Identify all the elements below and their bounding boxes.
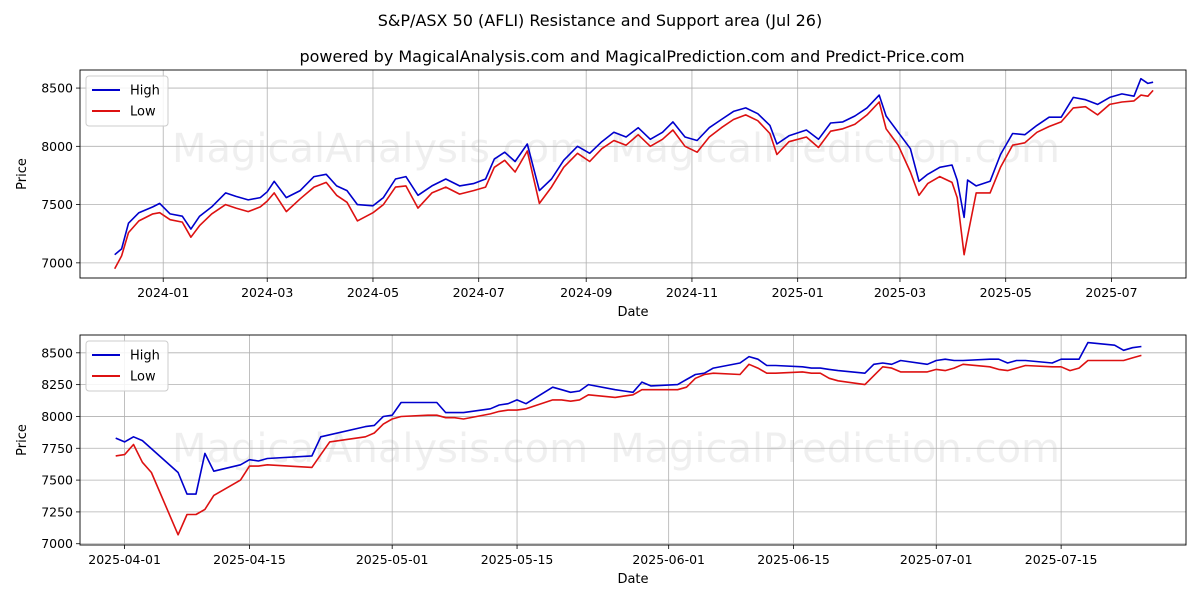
legend: High Low [85,75,169,127]
x-tick-label: 2025-01 [772,285,824,300]
y-tick-label: 7500 [41,197,73,212]
x-tick-label: 2025-07-15 [1025,552,1098,567]
bottom-panel: MagicalAnalysis.com MagicalPrediction.com… [15,334,1187,587]
x-tick-label: 2025-04-15 [213,552,286,567]
y-axis-label: Price [15,158,30,190]
y-tick-label: 7000 [41,255,73,270]
plot-frame [79,334,1187,546]
legend-label-low: Low [130,370,156,385]
watermark-left: MagicalAnalysis.com [172,426,588,472]
x-axis-label: Date [617,572,648,587]
series-line-low [113,89,1154,270]
y-tick-label: 8000 [41,139,73,154]
x-tick-label: 2024-05 [347,285,399,300]
x-tick-label: 2024-09 [560,285,612,300]
top-panel: MagicalAnalysis.com MagicalPrediction.com… [15,69,1187,320]
legend-label-high: High [130,349,160,364]
x-tick-label: 2025-07 [1085,285,1137,300]
legend-label-high: High [130,84,160,99]
watermark-left: MagicalAnalysis.com [172,126,588,172]
x-tick-label: 2025-03 [874,285,926,300]
y-tick-label: 7500 [41,473,73,488]
legend-box [85,75,169,127]
series-line-low [115,354,1142,536]
x-tick-label: 2024-01 [137,285,189,300]
watermark-right: MagicalPrediction.com [610,426,1060,472]
x-tick-label: 2025-06-15 [757,552,830,567]
chart-title: S&P/ASX 50 (AFLI) Resistance and Support… [378,11,822,30]
x-tick-label: 2024-11 [666,285,718,300]
y-axis-label: Price [15,424,30,456]
series-line-high [114,77,1154,256]
x-tick-label: 2025-05-15 [481,552,554,567]
x-tick-label: 2025-05 [980,285,1032,300]
x-tick-label: 2025-07-01 [900,552,973,567]
series-line-high [115,341,1142,495]
x-tick-label: 2025-05-01 [356,552,429,567]
plot-frame [79,69,1187,279]
x-tick-label: 2024-03 [241,285,293,300]
chart-subtitle: powered by MagicalAnalysis.com and Magic… [299,47,964,66]
y-tick-label: 7000 [41,536,73,551]
x-tick-label: 2025-06-01 [632,552,705,567]
y-tick-label: 7750 [41,441,73,456]
legend: High Low [85,340,169,392]
y-tick-label: 8500 [41,345,73,360]
legend-box [85,340,169,392]
y-tick-label: 8000 [41,409,73,424]
x-tick-label: 2025-04-01 [88,552,161,567]
y-tick-label: 8500 [41,81,73,96]
x-tick-label: 2024-07 [453,285,505,300]
y-tick-label: 7250 [41,504,73,519]
x-axis-label: Date [617,305,648,320]
legend-label-low: Low [130,105,156,120]
y-tick-label: 8250 [41,377,73,392]
watermark-right: MagicalPrediction.com [610,126,1060,172]
